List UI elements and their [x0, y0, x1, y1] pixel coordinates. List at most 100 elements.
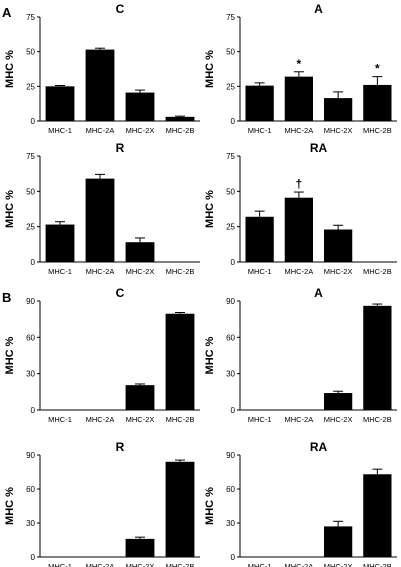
x-tick-label: MHC-1	[48, 415, 72, 424]
bar	[125, 385, 155, 410]
y-tick-label: 0	[231, 406, 236, 415]
significance-mark: †	[296, 177, 303, 191]
y-tick-label: 25	[26, 82, 35, 91]
x-tick-label: MHC-2A	[86, 415, 115, 424]
significance-mark: *	[297, 57, 302, 71]
y-tick-label: 30	[226, 370, 235, 379]
y-tick-label: 75	[226, 152, 235, 161]
y-tick-label: 60	[26, 485, 35, 494]
x-tick-label: MHC-2X	[126, 415, 155, 424]
bar	[363, 84, 392, 121]
chart-8: RA MHC % 0 30 60 90 MHC-1 MHC-2A MHC-2X MHC-2B	[204, 440, 397, 567]
bar	[323, 98, 353, 121]
chart-title: A	[314, 2, 323, 16]
y-tick-label: 0	[31, 406, 36, 415]
y-axis-label: MHC %	[204, 50, 216, 88]
y-tick-label: 75	[26, 13, 35, 22]
y-tick-label: 30	[26, 519, 35, 528]
bar	[323, 229, 353, 262]
x-tick-label: MHC-2A	[284, 415, 313, 424]
x-tick-label: MHC-2A	[284, 562, 313, 567]
chart-1: C MHC % 0 25 50 75 MHC-1 MHC-2A MHC-2X MHC-2B	[4, 2, 200, 135]
y-tick-label: 75	[26, 152, 35, 161]
y-tick-label: 30	[26, 370, 35, 379]
chart-title: C	[116, 286, 125, 300]
bar	[125, 242, 155, 262]
x-tick-label: MHC-2B	[166, 267, 195, 276]
x-tick-label: MHC-2B	[363, 126, 392, 135]
charts: C MHC % 0 25 50 75 MHC-1 MHC-2A MHC-2X MHC-2B A MHC…	[4, 2, 397, 567]
chart-3: R MHC % 0 25 50 75 MHC-1 MHC-2A MHC-2X MHC-2B	[4, 141, 200, 276]
y-axis-label: MHC %	[4, 50, 16, 88]
x-tick-label: MHC-2B	[166, 415, 195, 424]
x-tick-label: MHC-2X	[324, 126, 353, 135]
x-tick-label: MHC-1	[248, 415, 272, 424]
x-tick-label: MHC-2X	[324, 415, 353, 424]
x-tick-label: MHC-1	[248, 126, 272, 135]
bar	[323, 526, 353, 557]
x-tick-label: MHC-2X	[126, 126, 155, 135]
x-tick-label: MHC-2B	[363, 415, 392, 424]
x-tick-label: MHC-1	[48, 126, 72, 135]
y-tick-label: 75	[226, 13, 235, 22]
x-tick-label: MHC-1	[248, 562, 272, 567]
x-tick-label: MHC-2A	[86, 267, 115, 276]
y-axis-label: MHC %	[4, 487, 16, 525]
y-tick-label: 0	[231, 117, 236, 126]
bar	[363, 474, 392, 557]
y-tick-label: 50	[226, 48, 235, 57]
bar	[45, 86, 75, 121]
chart-7: R MHC % 0 30 60 90 MHC-1 MHC-2A MHC-2X MHC-2B	[4, 440, 200, 567]
x-tick-label: MHC-2B	[363, 267, 392, 276]
y-tick-label: 50	[26, 48, 35, 57]
y-tick-label: 90	[226, 297, 235, 306]
y-tick-label: 0	[31, 553, 36, 562]
chart-title: C	[116, 2, 125, 16]
chart-title: R	[116, 141, 125, 155]
y-tick-label: 90	[226, 451, 235, 460]
x-tick-label: MHC-1	[48, 267, 72, 276]
y-tick-label: 60	[26, 333, 35, 342]
y-tick-label: 50	[26, 187, 35, 196]
chart-title: A	[314, 286, 323, 300]
y-tick-label: 50	[226, 187, 235, 196]
x-tick-label: MHC-2X	[324, 267, 353, 276]
chart-title: RA	[310, 440, 328, 454]
y-tick-label: 90	[26, 451, 35, 460]
x-tick-label: MHC-2B	[363, 562, 392, 567]
x-tick-label: MHC-2B	[166, 562, 195, 567]
bar	[125, 92, 155, 121]
bar	[245, 85, 274, 121]
chart-4: RA MHC % 0 25 50 75 MHC-1 † MHC-2A MHC-2X MHC-2B	[204, 141, 397, 276]
x-tick-label: MHC-2A	[284, 267, 313, 276]
x-tick-label: MHC-2X	[126, 267, 155, 276]
chart-title: R	[116, 440, 125, 454]
panel-label-b: B	[2, 290, 11, 305]
chart-2: A MHC % 0 25 50 75 MHC-1 * MHC-2A MHC-2X * MHC-2B	[204, 2, 397, 135]
x-tick-label: MHC-2X	[126, 562, 155, 567]
bar	[323, 393, 353, 410]
y-axis-label: MHC %	[204, 487, 216, 525]
x-tick-label: MHC-2A	[86, 126, 115, 135]
bar	[165, 116, 195, 121]
bar	[284, 197, 314, 262]
y-axis-label: MHC %	[4, 336, 16, 374]
bar	[45, 224, 75, 262]
bar	[125, 538, 155, 557]
y-axis-label: MHC %	[4, 190, 16, 228]
y-axis-label: MHC %	[204, 336, 216, 374]
y-tick-label: 25	[226, 82, 235, 91]
x-tick-label: MHC-2B	[166, 126, 195, 135]
y-tick-label: 25	[26, 223, 35, 232]
significance-mark: *	[375, 62, 380, 76]
y-tick-label: 0	[231, 258, 236, 267]
y-tick-label: 0	[31, 258, 36, 267]
x-tick-label: MHC-2X	[324, 562, 353, 567]
y-tick-label: 90	[26, 297, 35, 306]
bar	[245, 216, 274, 262]
bar	[363, 305, 392, 410]
bar	[165, 461, 195, 557]
y-tick-label: 0	[31, 117, 36, 126]
y-tick-label: 25	[226, 223, 235, 232]
